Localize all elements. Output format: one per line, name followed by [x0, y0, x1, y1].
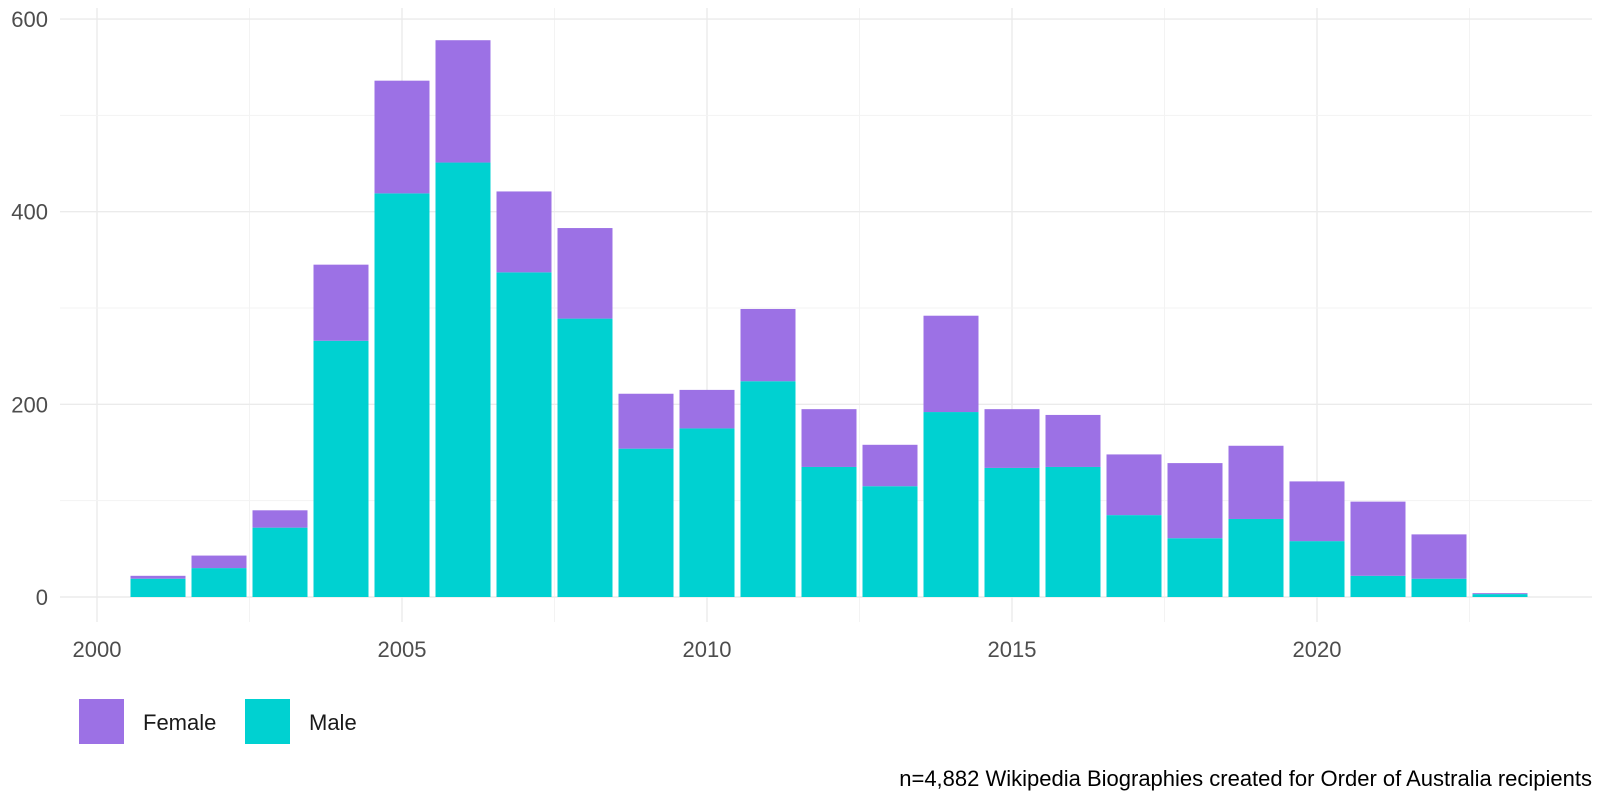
bar-male-2020: [1289, 541, 1345, 597]
bar-female-2021: [1350, 501, 1406, 576]
bar-male-2006: [435, 162, 491, 597]
y-tick-label: 400: [11, 200, 48, 225]
bar-female-2012: [801, 409, 857, 467]
legend: Female Male: [79, 699, 357, 744]
bar-female-2005: [374, 80, 430, 194]
x-axis-tick-labels: 2000 2005 2010 2015 2020: [73, 637, 1342, 662]
bar-male-2016: [1045, 466, 1101, 597]
bar-male-2003: [252, 527, 308, 597]
bar-female-2011: [740, 308, 796, 382]
bar-female-2017: [1106, 454, 1162, 516]
bar-male-2008: [557, 318, 613, 597]
bar-male-2002: [191, 568, 247, 597]
x-tick-label: 2010: [683, 637, 732, 662]
bar-male-2012: [801, 466, 857, 597]
x-tick-label: 2015: [988, 637, 1037, 662]
bar-female-2003: [252, 510, 308, 528]
bar-female-2013: [862, 444, 918, 487]
bar-female-2004: [313, 264, 369, 341]
bar-male-2023: [1472, 594, 1528, 597]
bar-female-2015: [984, 409, 1040, 468]
bar-female-2002: [191, 555, 247, 569]
legend-swatch-male: [245, 699, 290, 744]
bar-male-2007: [496, 272, 552, 597]
bar-female-2018: [1167, 463, 1223, 539]
bar-male-2001: [130, 578, 186, 597]
bar-male-2017: [1106, 515, 1162, 597]
x-tick-label: 2000: [73, 637, 122, 662]
bar-male-2015: [984, 467, 1040, 597]
bars: [130, 40, 1528, 597]
bar-female-2020: [1289, 481, 1345, 542]
bar-female-2010: [679, 389, 735, 429]
bar-male-2019: [1228, 518, 1284, 597]
y-tick-label: 600: [11, 7, 48, 32]
x-tick-label: 2005: [378, 637, 427, 662]
bar-female-2022: [1411, 534, 1467, 579]
bar-male-2018: [1167, 538, 1223, 597]
bar-female-2009: [618, 393, 674, 449]
x-tick-label: 2020: [1293, 637, 1342, 662]
legend-swatch-female: [79, 699, 124, 744]
bar-female-2007: [496, 191, 552, 273]
bar-male-2004: [313, 340, 369, 597]
bar-female-2016: [1045, 414, 1101, 467]
bar-male-2021: [1350, 575, 1406, 597]
y-tick-label: 200: [11, 392, 48, 417]
bar-female-2001: [130, 575, 186, 579]
bar-male-2010: [679, 428, 735, 597]
bar-female-2008: [557, 228, 613, 319]
bar-male-2011: [740, 381, 796, 597]
bar-male-2022: [1411, 578, 1467, 597]
legend-label-male: Male: [309, 710, 357, 735]
bar-female-2014: [923, 315, 979, 413]
y-axis-tick-labels: 0 200 400 600: [11, 7, 48, 610]
y-tick-label: 0: [36, 585, 48, 610]
legend-label-female: Female: [143, 710, 216, 735]
bar-male-2013: [862, 486, 918, 597]
bar-female-2006: [435, 40, 491, 163]
bar-female-2019: [1228, 445, 1284, 519]
bar-female-2023: [1472, 593, 1528, 595]
bar-male-2009: [618, 448, 674, 597]
bar-male-2014: [923, 412, 979, 597]
bar-male-2005: [374, 193, 430, 597]
chart-caption: n=4,882 Wikipedia Biographies created fo…: [899, 766, 1592, 791]
